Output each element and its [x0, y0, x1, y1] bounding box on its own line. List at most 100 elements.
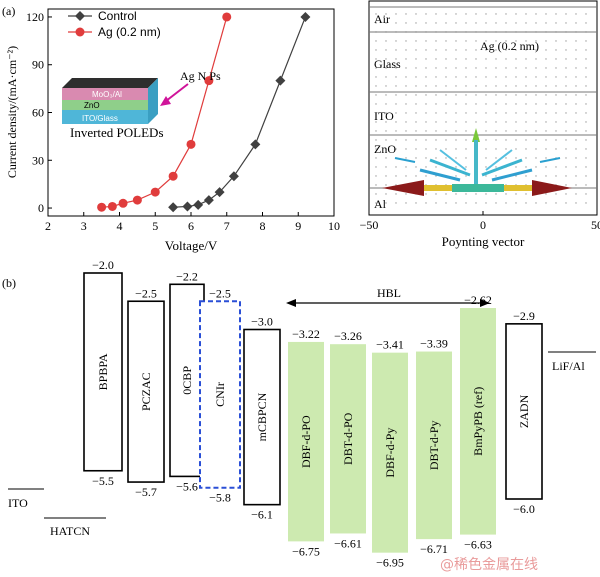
field-dot [425, 202, 427, 204]
field-dot [455, 121, 457, 123]
field-dot [475, 58, 477, 60]
material-label: ZADN [517, 394, 531, 428]
field-dot [525, 202, 527, 204]
field-dot [385, 175, 387, 177]
field-dot [495, 58, 497, 60]
field-dot [385, 139, 387, 141]
field-dot [585, 121, 587, 123]
field-dot [385, 49, 387, 51]
field-dot [585, 103, 587, 105]
field-dot [535, 58, 537, 60]
field-dot [515, 202, 517, 204]
field-dot [485, 193, 487, 195]
field-dot [455, 175, 457, 177]
field-dot [405, 166, 407, 168]
material-label: mCBPCN [255, 392, 269, 441]
field-dot [425, 40, 427, 42]
field-dot [415, 148, 417, 150]
field-dot [555, 40, 557, 42]
field-dot [415, 121, 417, 123]
field-dot [525, 40, 527, 42]
field-dot [585, 49, 587, 51]
field-dot [565, 139, 567, 141]
field-dot [495, 85, 497, 87]
field-dot [435, 157, 437, 159]
field-dot [405, 76, 407, 78]
field-dot [505, 121, 507, 123]
jv-point-ag [150, 187, 160, 197]
field-dot [575, 40, 577, 42]
jv-point-ag [107, 201, 117, 211]
arrow-band-center [452, 184, 504, 192]
field-dot [555, 130, 557, 132]
jv-x-tick-label: 7 [224, 219, 230, 233]
field-dot [465, 130, 467, 132]
field-dot [545, 22, 547, 24]
field-dot [395, 40, 397, 42]
field-dot [395, 202, 397, 204]
field-dot [495, 202, 497, 204]
field-dot [455, 202, 457, 204]
field-dot [495, 103, 497, 105]
jv-point-control [182, 201, 193, 212]
jv-x-tick-label: 6 [188, 219, 194, 233]
homo-label: −6.63 [464, 538, 492, 552]
field-dot [545, 112, 547, 114]
field-dot [445, 112, 447, 114]
field-dot [425, 94, 427, 96]
field-dot [415, 166, 417, 168]
field-dot [525, 76, 527, 78]
field-dot [565, 121, 567, 123]
field-dot [465, 22, 467, 24]
layer-label-ito: ITO [374, 109, 394, 123]
panel-label-a: (a) [2, 4, 15, 18]
jv-chart: 2 3 4 5 6 7 8 9 10 0 30 60 90 120 Voltage/V Current … [5, 8, 340, 253]
field-dot [385, 202, 387, 204]
field-dot [585, 112, 587, 114]
field-dot [425, 22, 427, 24]
poynting-plot: Air Ag (0.2 nm) Glass ITO ZnO Al −50 0 50 … [360, 0, 600, 249]
field-dot [525, 94, 527, 96]
material-label: CNIr [213, 382, 227, 407]
jv-point-control [275, 75, 286, 86]
field-dot [405, 148, 407, 150]
field-dot [495, 130, 497, 132]
field-dot [385, 103, 387, 105]
field-dot [415, 13, 417, 15]
field-dot [565, 202, 567, 204]
field-dot [535, 13, 537, 15]
field-dot [435, 166, 437, 168]
field-dot [405, 175, 407, 177]
field-dot [395, 94, 397, 96]
field-dot [565, 85, 567, 87]
lumo-label: −3.41 [376, 338, 404, 352]
field-dot [445, 13, 447, 15]
field-dot [495, 193, 497, 195]
field-dot [435, 94, 437, 96]
field-dot [465, 67, 467, 69]
field-dot [395, 148, 397, 150]
field-dot [495, 121, 497, 123]
field-dot [535, 85, 537, 87]
field-dot [555, 139, 557, 141]
field-dot [555, 121, 557, 123]
lumo-label: −2.5 [135, 286, 157, 300]
field-dot [565, 193, 567, 195]
field-dot [515, 157, 517, 159]
jv-x-tick-label: 5 [152, 219, 158, 233]
field-dot [415, 67, 417, 69]
field-dot [575, 13, 577, 15]
homo-label: −6.71 [420, 542, 448, 556]
layer-label-al: Al [374, 197, 387, 211]
field-dot [475, 94, 477, 96]
field-dot [435, 148, 437, 150]
field-dot [585, 22, 587, 24]
field-dot [495, 13, 497, 15]
field-dot [405, 85, 407, 87]
field-dot [395, 58, 397, 60]
poynting-arrows [382, 128, 572, 196]
field-dot [465, 175, 467, 177]
field-dot [455, 193, 457, 195]
field-dot [495, 94, 497, 96]
field-dot [585, 148, 587, 150]
